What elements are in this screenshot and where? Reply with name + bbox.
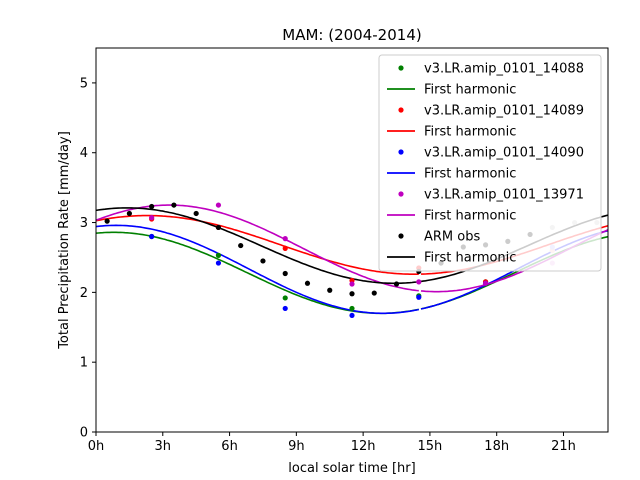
axes-frame — [95, 47, 609, 433]
data-point — [282, 236, 288, 242]
y-axis-label: Total Precipitation Rate [mm/day] — [57, 131, 72, 350]
data-point — [617, 219, 622, 224]
y-tick-label: 3 — [80, 216, 88, 231]
chart-title: MAM: (2004-2014) — [282, 26, 421, 44]
legend-entry-label: First harmonic — [424, 209, 516, 224]
data-point — [215, 224, 222, 231]
legend-entry-label: v3.LR.amip_0101_14088 — [424, 62, 584, 77]
x-tick-label: 21h — [551, 439, 576, 454]
harmonic-line-9 — [96, 207, 419, 285]
legend-marker-swatch — [398, 191, 404, 197]
data-point — [617, 226, 622, 231]
data-point — [282, 305, 288, 312]
legend-marker-swatch — [398, 233, 404, 239]
data-point — [617, 220, 622, 225]
data-point — [617, 216, 622, 221]
data-point — [349, 312, 355, 319]
data-point — [416, 294, 422, 300]
data-point — [149, 203, 155, 210]
x-axis-label: local solar time [hr] — [288, 461, 415, 476]
y-tick-label: 4 — [80, 146, 88, 161]
data-point — [238, 242, 244, 249]
y-tick-label: 1 — [80, 356, 88, 371]
legend-entry-label: ARM obs — [424, 230, 480, 245]
data-point — [349, 305, 355, 312]
data-point — [171, 202, 177, 208]
x-tick-label: 3h — [155, 439, 172, 454]
data-point — [215, 202, 222, 208]
data-point — [349, 281, 355, 287]
data-point — [193, 210, 199, 217]
legend-entry-label: First harmonic — [424, 83, 516, 98]
data-point — [482, 280, 489, 286]
y-axis: 0 1 2 3 4 5 — [80, 76, 96, 441]
x-tick-label: 0h — [88, 439, 105, 454]
x-tick-label: 6h — [221, 439, 238, 454]
data-point — [393, 281, 400, 287]
harmonic-line-3 — [96, 214, 419, 275]
data-point — [149, 233, 155, 240]
data-point — [215, 260, 222, 266]
data-point — [371, 290, 377, 296]
x-tick-label: 9h — [288, 439, 305, 454]
data-point — [260, 258, 266, 264]
x-axis: 0h 3h 6h 9h 12h 15h 18h 21h — [88, 432, 576, 454]
legend-entry-label: v3.LR.amip_0101_14089 — [424, 104, 584, 119]
data-point — [327, 287, 333, 293]
harmonic-line-5 — [96, 224, 419, 315]
data-point — [304, 280, 311, 286]
data-point — [282, 245, 288, 251]
y-tick-label: 0 — [80, 426, 88, 441]
data-point — [349, 291, 355, 297]
x-tick-label: 15h — [418, 439, 443, 454]
x-tick-label: 12h — [351, 439, 376, 454]
data-point — [416, 279, 422, 285]
legend-marker-swatch — [398, 107, 404, 113]
legend-entry-label: v3.LR.amip_0101_13971 — [424, 188, 584, 203]
legend-entry-label: First harmonic — [424, 251, 516, 266]
data-point — [282, 270, 288, 277]
legend-entry-label: First harmonic — [424, 167, 516, 182]
data-point — [104, 218, 110, 224]
data-point — [617, 230, 622, 235]
data-point — [282, 295, 288, 301]
y-tick-label: 2 — [80, 286, 88, 301]
legend: v3.LR.amip_0101_14088 First harmonic v3.LR… — [378, 54, 602, 272]
x-tick-label: 18h — [484, 439, 509, 454]
legend-box — [378, 54, 602, 272]
data-point — [126, 210, 132, 217]
legend-entry-label: First harmonic — [424, 125, 516, 140]
legend-entry-label: v3.LR.amip_0101_14090 — [424, 146, 584, 161]
legend-marker-swatch — [398, 65, 404, 71]
data-point — [149, 215, 155, 221]
y-tick-label: 5 — [80, 76, 88, 91]
data-point — [215, 252, 222, 258]
legend-marker-swatch — [398, 149, 404, 155]
